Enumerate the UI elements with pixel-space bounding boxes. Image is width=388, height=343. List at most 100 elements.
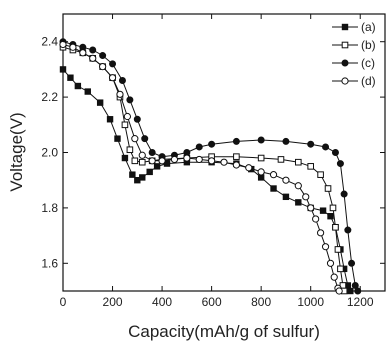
data-point xyxy=(245,164,253,172)
data-point xyxy=(133,115,141,123)
data-point xyxy=(74,82,82,90)
data-point xyxy=(148,157,156,165)
legend-item-3: (c) xyxy=(332,56,375,70)
data-point xyxy=(307,204,315,212)
data-point xyxy=(302,193,310,201)
series-line xyxy=(62,69,351,292)
data-point xyxy=(269,171,278,179)
data-point xyxy=(330,273,338,281)
y-axis-title: Voltage(V) xyxy=(7,112,26,191)
y-tick-label: 2.0 xyxy=(41,146,58,160)
data-point xyxy=(354,287,362,295)
data-point xyxy=(96,99,104,106)
data-point xyxy=(89,46,97,54)
data-point xyxy=(344,226,352,234)
data-point xyxy=(295,199,302,206)
legend-label: (d) xyxy=(361,74,376,88)
data-point xyxy=(148,148,156,156)
data-point xyxy=(282,176,290,184)
data-point xyxy=(89,54,97,62)
data-point xyxy=(322,143,330,151)
data-point xyxy=(138,158,146,166)
legend: (a) (b) (c) (d) xyxy=(332,20,376,88)
data-point xyxy=(109,60,117,68)
data-point xyxy=(220,158,228,166)
series-2 xyxy=(59,43,348,295)
data-point xyxy=(153,163,161,170)
data-point xyxy=(282,137,290,145)
data-point xyxy=(126,146,134,154)
legend-label: (b) xyxy=(361,38,376,52)
series-4 xyxy=(59,40,343,295)
x-tick-label: 600 xyxy=(202,295,222,309)
data-point xyxy=(121,154,129,162)
legend-label: (c) xyxy=(361,56,375,70)
data-point xyxy=(106,116,114,123)
legend-label: (a) xyxy=(361,20,376,34)
legend-marker xyxy=(341,41,349,49)
x-tick-label: 400 xyxy=(152,295,172,309)
data-point xyxy=(326,259,335,267)
data-point xyxy=(59,40,67,49)
x-tick-label: 0 xyxy=(60,295,67,309)
legend-item-2: (b) xyxy=(332,38,376,52)
data-point xyxy=(232,137,240,145)
data-point xyxy=(332,223,339,231)
legend-marker xyxy=(341,77,349,85)
data-point xyxy=(324,185,332,192)
x-tick-label: 800 xyxy=(251,295,271,309)
series-line xyxy=(62,46,345,292)
axes-layer: 0 200 400 600 800 1000 1200 1.6 1.8 2.0 2.2 2.4 xyxy=(41,14,385,309)
data-point xyxy=(195,143,203,151)
data-point xyxy=(158,157,166,165)
legend-marker xyxy=(341,59,349,67)
data-point xyxy=(170,155,179,164)
data-point xyxy=(335,287,343,295)
data-point xyxy=(334,246,342,253)
data-point xyxy=(131,135,139,143)
data-point xyxy=(282,193,290,201)
series-line xyxy=(62,41,359,292)
data-point xyxy=(307,140,315,148)
data-point xyxy=(59,66,67,73)
data-point xyxy=(183,154,191,162)
data-point xyxy=(208,157,216,165)
data-point xyxy=(312,215,320,223)
data-point xyxy=(131,157,139,165)
data-point xyxy=(232,161,240,169)
x-tick-label: 1000 xyxy=(297,295,324,309)
data-point xyxy=(340,190,348,198)
data-point xyxy=(331,148,339,156)
series-3 xyxy=(59,38,362,295)
data-point xyxy=(294,182,302,190)
series-layer xyxy=(59,38,362,295)
data-point xyxy=(208,140,216,148)
data-point xyxy=(84,88,91,95)
x-axis-title: Capacity(mAh/g of sulfur) xyxy=(128,322,320,341)
data-point xyxy=(138,151,146,159)
x-tick-label: 1200 xyxy=(347,295,374,309)
data-point xyxy=(257,168,265,176)
data-point xyxy=(79,49,87,57)
data-point xyxy=(195,155,203,164)
y-tick-label: 2.2 xyxy=(41,90,58,104)
data-point xyxy=(277,156,285,163)
data-point xyxy=(257,136,265,144)
legend-item-1: (a) xyxy=(332,20,376,34)
data-point xyxy=(257,154,265,162)
data-point xyxy=(116,90,124,98)
series-1 xyxy=(59,66,354,295)
data-point xyxy=(348,259,356,267)
data-point xyxy=(121,121,129,129)
data-point xyxy=(307,163,314,170)
data-point xyxy=(321,243,330,251)
y-tick-label: 2.4 xyxy=(41,35,58,49)
legend-item-4: (d) xyxy=(332,74,376,88)
data-point xyxy=(233,153,240,160)
data-point xyxy=(270,185,277,192)
data-point xyxy=(69,43,77,51)
data-point xyxy=(123,112,132,121)
data-point xyxy=(108,74,117,82)
data-point xyxy=(317,229,325,237)
